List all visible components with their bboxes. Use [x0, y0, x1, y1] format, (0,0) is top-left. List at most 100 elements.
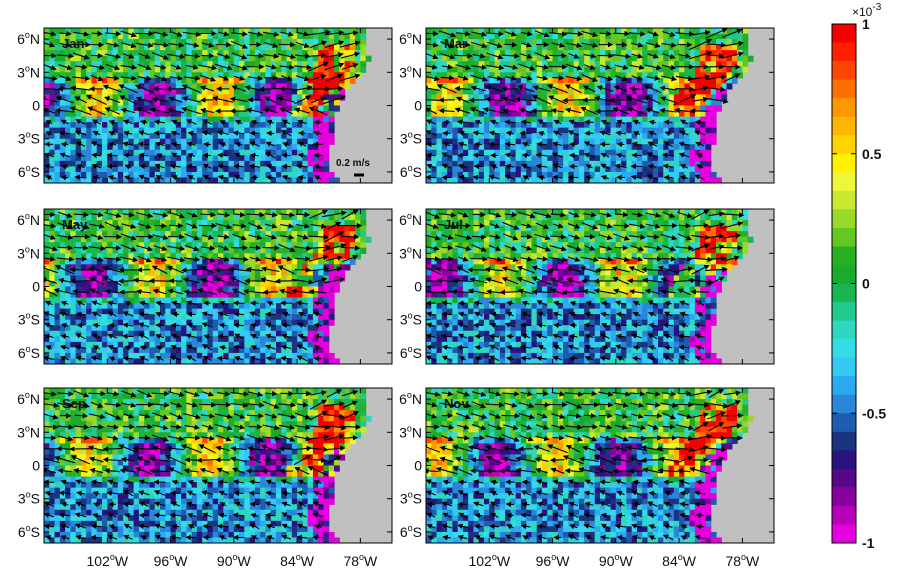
- heatmap-cell: [138, 325, 145, 332]
- heatmap-cell: [239, 50, 245, 57]
- heatmap-cell: [684, 160, 691, 167]
- heatmap-cell: [710, 83, 717, 90]
- heatmap-cell: [196, 297, 203, 304]
- heatmap-cell: [520, 111, 527, 118]
- heatmap-cell: [128, 280, 135, 288]
- heatmap-cell: [117, 50, 124, 57]
- heatmap-cell: [600, 122, 606, 129]
- heatmap-cell: [636, 155, 643, 162]
- heatmap-cell: [542, 122, 548, 129]
- current-vector: [313, 130, 323, 137]
- heatmap-cell: [44, 55, 50, 62]
- heatmap-cell: [452, 39, 459, 46]
- heatmap-cell: [557, 138, 564, 145]
- heatmap-cell: [165, 94, 172, 101]
- heatmap-cell: [207, 88, 214, 96]
- heatmap-cell: [270, 94, 277, 101]
- heatmap-cell: [318, 236, 325, 243]
- heatmap-cell: [175, 314, 182, 321]
- heatmap-cell: [631, 105, 638, 112]
- heatmap-cell: [328, 133, 335, 140]
- heatmap-cell: [181, 209, 187, 216]
- heatmap-cell: [494, 88, 501, 96]
- heatmap-cell: [557, 28, 564, 35]
- heatmap-cell: [431, 105, 438, 112]
- heatmap-cell: [710, 127, 717, 134]
- heatmap-cell: [44, 116, 50, 123]
- heatmap-cell: [668, 83, 675, 90]
- heatmap-cell: [302, 269, 309, 277]
- heatmap-cell: [700, 61, 707, 68]
- heatmap-cell: [494, 155, 501, 162]
- heatmap-cell: [334, 28, 340, 35]
- heatmap-cell: [228, 28, 235, 35]
- heatmap-cell: [186, 177, 193, 183]
- heatmap-cell: [563, 138, 569, 145]
- heatmap-cell: [323, 155, 330, 162]
- heatmap-cell: [679, 28, 685, 35]
- heatmap-cell: [462, 88, 469, 96]
- heatmap-cell: [578, 33, 585, 40]
- heatmap-cell: [102, 292, 108, 299]
- heatmap-cell: [452, 171, 459, 179]
- current-vector: [294, 95, 312, 105]
- heatmap-cell: [186, 225, 193, 232]
- heatmap-cell: [542, 83, 548, 90]
- current-vector: [123, 152, 133, 159]
- heatmap-cell: [668, 105, 675, 112]
- heatmap-cell: [578, 99, 585, 107]
- current-vector: [504, 41, 518, 48]
- heatmap-cell: [573, 127, 580, 134]
- heatmap-cell: [128, 297, 135, 304]
- heatmap-cell: [107, 83, 114, 90]
- heatmap-cell: [557, 39, 564, 46]
- heatmap-cell: [260, 236, 267, 243]
- heatmap-cell: [160, 149, 166, 156]
- current-vector: [247, 75, 264, 81]
- heatmap-cell: [233, 33, 240, 40]
- heatmap-cell: [170, 116, 177, 123]
- heatmap-cell: [462, 105, 469, 112]
- heatmap-cell: [631, 177, 638, 183]
- heatmap-cell: [218, 88, 224, 96]
- heatmap-cell: [165, 325, 172, 332]
- current-vector: [723, 64, 741, 70]
- heatmap-cell: [344, 225, 351, 232]
- heatmap-cell: [170, 258, 177, 265]
- heatmap-cell: [478, 111, 485, 118]
- heatmap-cell: [631, 28, 638, 35]
- heatmap-cell: [716, 94, 722, 101]
- heatmap-cell: [452, 94, 459, 101]
- heatmap-cell: [228, 88, 235, 96]
- heatmap-cell: [436, 33, 443, 40]
- current-vector: [233, 163, 244, 170]
- heatmap-cell: [138, 77, 145, 84]
- heatmap-cell: [307, 149, 314, 156]
- current-vector: [168, 96, 183, 103]
- heatmap-cell: [181, 160, 187, 167]
- heatmap-cell: [673, 55, 680, 62]
- heatmap-cell: [547, 72, 554, 79]
- heatmap-cell: [563, 55, 569, 62]
- heatmap-cell: [447, 88, 453, 96]
- heatmap-cell: [212, 160, 219, 167]
- heatmap-cell: [705, 166, 712, 173]
- heatmap-cell: [557, 61, 564, 68]
- current-vector: [169, 30, 183, 37]
- heatmap-cell: [462, 177, 469, 183]
- heatmap-cell: [694, 133, 701, 140]
- heatmap-cell: [244, 116, 251, 123]
- heatmap-cell: [181, 220, 187, 227]
- heatmap-cell: [223, 116, 230, 123]
- current-vector: [118, 84, 138, 94]
- heatmap-cell: [65, 171, 71, 179]
- heatmap-cell: [473, 122, 480, 129]
- heatmap-cell: [600, 149, 606, 156]
- heatmap-cell: [154, 247, 161, 254]
- heatmap-cell: [291, 308, 298, 315]
- heatmap-cell: [484, 99, 490, 107]
- heatmap-cell: [526, 138, 533, 145]
- current-vector: [120, 64, 138, 70]
- heatmap-cell: [578, 177, 585, 183]
- current-vector: [456, 41, 471, 48]
